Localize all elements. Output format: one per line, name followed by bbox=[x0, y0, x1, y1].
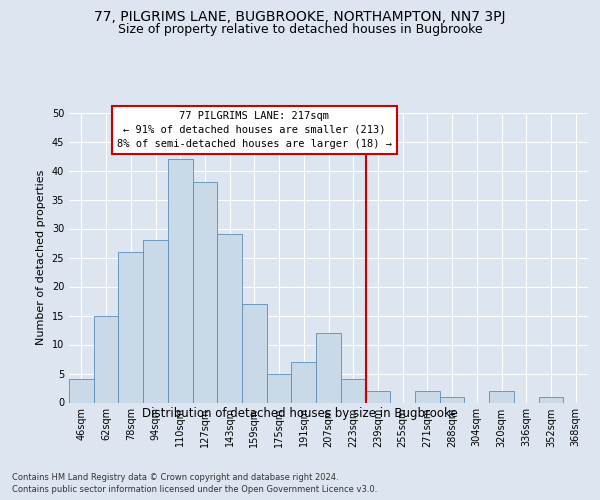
Bar bbox=[539, 396, 563, 402]
Bar bbox=[415, 391, 440, 402]
Bar bbox=[440, 396, 464, 402]
Bar bbox=[168, 159, 193, 402]
Bar bbox=[365, 391, 390, 402]
Bar bbox=[193, 182, 217, 402]
Bar bbox=[267, 374, 292, 402]
Text: Size of property relative to detached houses in Bugbrooke: Size of property relative to detached ho… bbox=[118, 22, 482, 36]
Text: 77, PILGRIMS LANE, BUGBROOKE, NORTHAMPTON, NN7 3PJ: 77, PILGRIMS LANE, BUGBROOKE, NORTHAMPTO… bbox=[94, 10, 506, 24]
Bar bbox=[341, 380, 365, 402]
Bar bbox=[94, 316, 118, 402]
Bar bbox=[292, 362, 316, 403]
Bar bbox=[489, 391, 514, 402]
Bar bbox=[69, 380, 94, 402]
Text: Contains public sector information licensed under the Open Government Licence v3: Contains public sector information licen… bbox=[12, 485, 377, 494]
Text: Distribution of detached houses by size in Bugbrooke: Distribution of detached houses by size … bbox=[142, 408, 458, 420]
Bar bbox=[143, 240, 168, 402]
Text: Contains HM Land Registry data © Crown copyright and database right 2024.: Contains HM Land Registry data © Crown c… bbox=[12, 472, 338, 482]
Bar bbox=[242, 304, 267, 402]
Bar bbox=[217, 234, 242, 402]
Y-axis label: Number of detached properties: Number of detached properties bbox=[36, 170, 46, 345]
Bar bbox=[118, 252, 143, 402]
Bar bbox=[316, 333, 341, 402]
Text: 77 PILGRIMS LANE: 217sqm
← 91% of detached houses are smaller (213)
8% of semi-d: 77 PILGRIMS LANE: 217sqm ← 91% of detach… bbox=[117, 111, 392, 149]
